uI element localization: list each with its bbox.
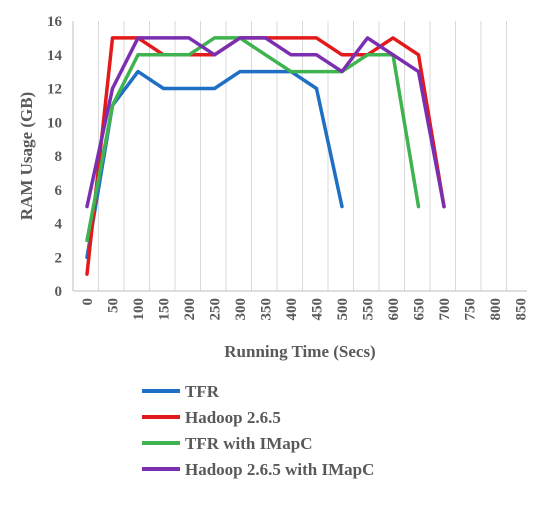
y-tick-label: 0	[55, 284, 63, 300]
series-line-4	[85, 36, 446, 209]
x-tick-label: 100	[131, 298, 147, 321]
x-tick-label: 200	[182, 298, 198, 321]
x-tick-label: 50	[106, 298, 122, 313]
x-tick-label: 650	[412, 298, 428, 321]
y-tick-label: 12	[47, 82, 62, 98]
axes	[72, 21, 527, 292]
y-tick-label: 10	[47, 115, 62, 131]
x-tick-label: 800	[488, 298, 504, 321]
x-tick-label: 300	[233, 298, 249, 321]
x-tick-label: 750	[463, 298, 479, 321]
x-tick-label: 150	[157, 298, 173, 321]
legend-label: Hadoop 2.6.5	[185, 408, 281, 427]
x-tick-label: 450	[310, 298, 326, 321]
x-tick-label: 0	[80, 298, 96, 306]
y-tick-label: 16	[47, 14, 63, 30]
legend: TFR Hadoop 2.6.5 TFR with IMapC Hadoop 2.6.…	[142, 382, 374, 479]
x-tick-label: 350	[259, 298, 275, 321]
x-tick-label: 600	[386, 298, 402, 321]
series-line-1	[85, 69, 344, 260]
legend-label: Hadoop 2.6.5 with IMapC	[185, 460, 374, 479]
x-tick-label: 400	[284, 298, 300, 321]
x-tick-label: 550	[361, 298, 377, 321]
y-tick-labels: 0 2 4 6 8 10 12 14 16	[47, 14, 63, 300]
x-tick-label: 500	[335, 298, 351, 321]
legend-label: TFR	[185, 382, 220, 401]
grid-lines	[72, 21, 507, 291]
series-lines	[85, 36, 446, 276]
y-tick-label: 8	[55, 149, 63, 165]
x-tick-label: 250	[208, 298, 224, 321]
y-axis-title: RAM Usage (GB)	[17, 92, 36, 220]
y-tick-label: 6	[55, 183, 63, 199]
x-tick-labels: 0 50 100 150 200 250 300 350 400 450 500 550 600 650 7…	[80, 298, 530, 321]
legend-label: TFR with IMapC	[185, 434, 313, 453]
x-tick-label: 700	[437, 298, 453, 321]
x-tick-label: 850	[514, 298, 530, 321]
y-tick-label: 4	[55, 217, 63, 233]
y-tick-label: 2	[55, 250, 63, 266]
y-tick-label: 14	[47, 48, 63, 64]
series-line-3	[85, 36, 421, 243]
x-axis-title: Running Time (Secs)	[224, 342, 375, 361]
